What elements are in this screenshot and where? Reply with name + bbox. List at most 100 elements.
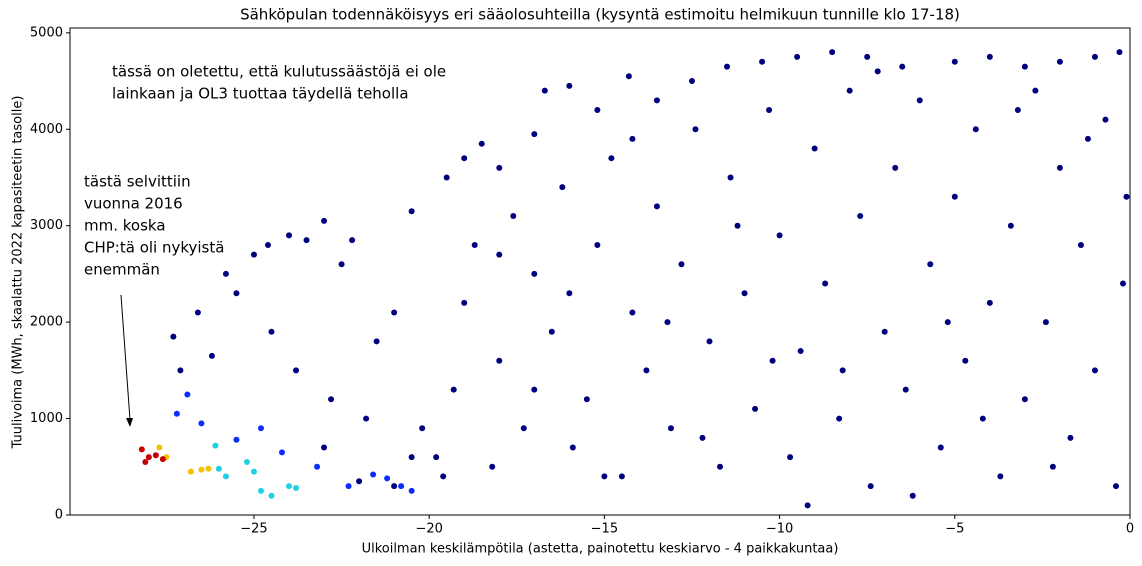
scatter-point <box>794 53 801 60</box>
scatter-point <box>727 174 734 181</box>
annotation: tästä selvittiin <box>84 173 191 191</box>
scatter-point <box>979 415 986 422</box>
scatter-point <box>370 471 377 478</box>
scatter-point <box>250 468 257 475</box>
scatter-point <box>222 473 229 480</box>
scatter-point <box>1084 135 1091 142</box>
y-tick-label: 5000 <box>30 25 63 40</box>
scatter-point <box>734 222 741 229</box>
scatter-point <box>724 63 731 70</box>
scatter-point <box>972 126 979 133</box>
annotation: tässä on oletettu, että kulutussäästöjä … <box>112 63 446 81</box>
scatter-point <box>944 319 951 326</box>
scatter-point <box>520 425 527 432</box>
scatter-point <box>440 473 447 480</box>
scatter-point <box>1014 106 1021 113</box>
scatter-point <box>286 483 293 490</box>
scatter-point <box>1102 116 1109 123</box>
scatter-point <box>321 217 328 224</box>
scatter-point <box>892 164 899 171</box>
scatter-point <box>138 446 145 453</box>
scatter-point <box>531 270 538 277</box>
scatter-point <box>303 237 310 244</box>
annotation: enemmän <box>84 261 160 279</box>
y-tick-label: 1000 <box>30 411 63 426</box>
scatter-point <box>857 213 864 220</box>
scatter-point <box>419 425 426 432</box>
scatter-point <box>233 290 240 297</box>
scatter-point <box>867 483 874 490</box>
scatter-point <box>461 299 468 306</box>
scatter-point <box>408 454 415 461</box>
scatter-point <box>187 468 194 475</box>
scatter-point <box>478 140 485 147</box>
scatter-point <box>268 492 275 499</box>
scatter-point <box>594 106 601 113</box>
scatter-point <box>363 415 370 422</box>
scatter-point <box>559 184 566 191</box>
scatter-point <box>822 280 829 287</box>
scatter-point <box>257 487 264 494</box>
scatter-point <box>643 367 650 374</box>
scatter-point <box>769 357 776 364</box>
scatter-point <box>667 425 674 432</box>
scatter-point <box>902 386 909 393</box>
scatter-point <box>433 454 440 461</box>
scatter-point <box>836 415 843 422</box>
scatter-point <box>496 357 503 364</box>
scatter-point <box>927 261 934 268</box>
scatter-point <box>1091 53 1098 60</box>
scatter-point <box>293 367 300 374</box>
scatter-point <box>951 58 958 65</box>
scatter-point <box>142 458 149 465</box>
scatter-point <box>212 442 219 449</box>
x-tick-label: −10 <box>766 522 793 537</box>
scatter-point <box>391 309 398 316</box>
scatter-point <box>243 458 250 465</box>
scatter-point <box>205 465 212 472</box>
scatter-point <box>510 213 517 220</box>
scatter-point <box>811 145 818 152</box>
scatter-point <box>1007 222 1014 229</box>
scatter-point <box>625 73 632 80</box>
scatter-point <box>864 53 871 60</box>
scatter-point <box>699 434 706 441</box>
scatter-point <box>531 386 538 393</box>
annotation: CHP:tä oli nykyistä <box>84 239 224 257</box>
scatter-point <box>899 63 906 70</box>
x-tick-label: −15 <box>591 522 618 537</box>
annotation: vuonna 2016 <box>84 195 183 213</box>
scatter-point <box>594 241 601 248</box>
scatter-point <box>1032 87 1039 94</box>
scatter-point <box>145 454 152 461</box>
scatter-point <box>356 478 363 485</box>
scatter-point <box>321 444 328 451</box>
arrow-head <box>126 418 133 427</box>
x-tick-label: −25 <box>240 522 267 537</box>
scatter-point <box>233 436 240 443</box>
scatter-point <box>846 87 853 94</box>
scatter-point <box>338 261 345 268</box>
y-axis-label: Tuulivoima (MWh, skaalattu 2022 kapasite… <box>11 96 26 450</box>
scatter-point <box>909 492 916 499</box>
scatter-point <box>194 309 201 316</box>
scatter-point <box>328 396 335 403</box>
scatter-point <box>496 164 503 171</box>
scatter-point <box>829 49 836 56</box>
scatter-point <box>664 319 671 326</box>
scatter-point <box>1123 193 1130 200</box>
scatter-point <box>1021 63 1028 70</box>
scatter-point <box>152 452 159 459</box>
scatter-point <box>177 367 184 374</box>
scatter-point <box>752 405 759 412</box>
y-tick-label: 3000 <box>30 218 63 233</box>
scatter-point <box>1042 319 1049 326</box>
scatter-point <box>250 251 257 258</box>
scatter-point <box>531 131 538 138</box>
scatter-point <box>741 290 748 297</box>
scatter-point <box>373 338 380 345</box>
scatter-point <box>608 155 615 162</box>
scatter-point <box>678 261 685 268</box>
scatter-point <box>629 135 636 142</box>
scatter-point <box>566 290 573 297</box>
